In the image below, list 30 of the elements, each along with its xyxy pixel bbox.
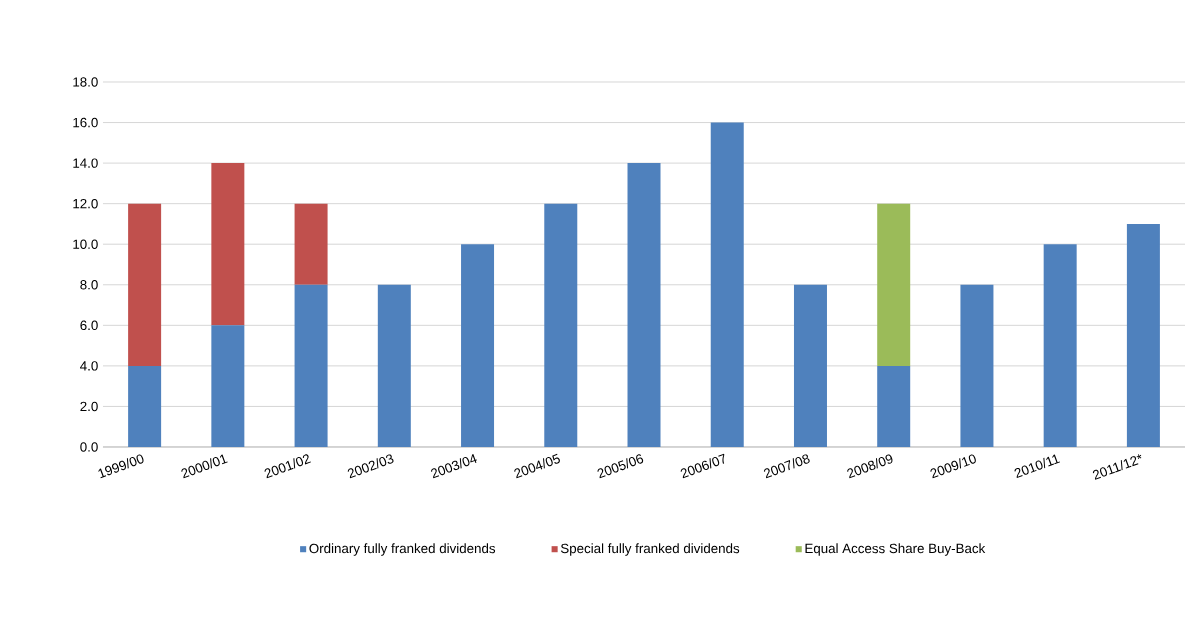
bar (877, 365, 911, 447)
y-tick-label: 0.0 (80, 442, 98, 452)
bar (461, 244, 495, 447)
bar (960, 284, 994, 447)
y-tick-label: 8.0 (80, 280, 98, 290)
bar (377, 284, 411, 447)
bar (128, 365, 162, 447)
legend-label: Ordinary fully franked dividends (309, 543, 496, 556)
legend-label: Equal Access Share Buy-Back (805, 543, 986, 556)
bar (544, 203, 578, 447)
bar (877, 203, 911, 366)
bar (793, 284, 827, 447)
y-tick-label: 2.0 (80, 401, 98, 412)
bar (627, 163, 661, 447)
y-tick-label: 6.0 (80, 320, 98, 331)
y-tick-label: 10.0 (73, 239, 98, 249)
bar (211, 325, 245, 447)
y-tick-label: 12.0 (73, 198, 98, 209)
legend-label: Special fully franked dividends (560, 543, 740, 556)
y-tick-label: 18.0 (73, 77, 98, 87)
bar (128, 203, 162, 366)
y-tick-label: 16.0 (73, 117, 98, 128)
y-tick-label: 4.0 (80, 361, 98, 371)
bar (294, 284, 328, 447)
bar (1043, 244, 1077, 447)
y-tick-label: 14.0 (73, 158, 98, 168)
bar (294, 203, 328, 285)
bar (710, 122, 744, 447)
bar (1126, 223, 1160, 447)
bar (211, 163, 245, 326)
